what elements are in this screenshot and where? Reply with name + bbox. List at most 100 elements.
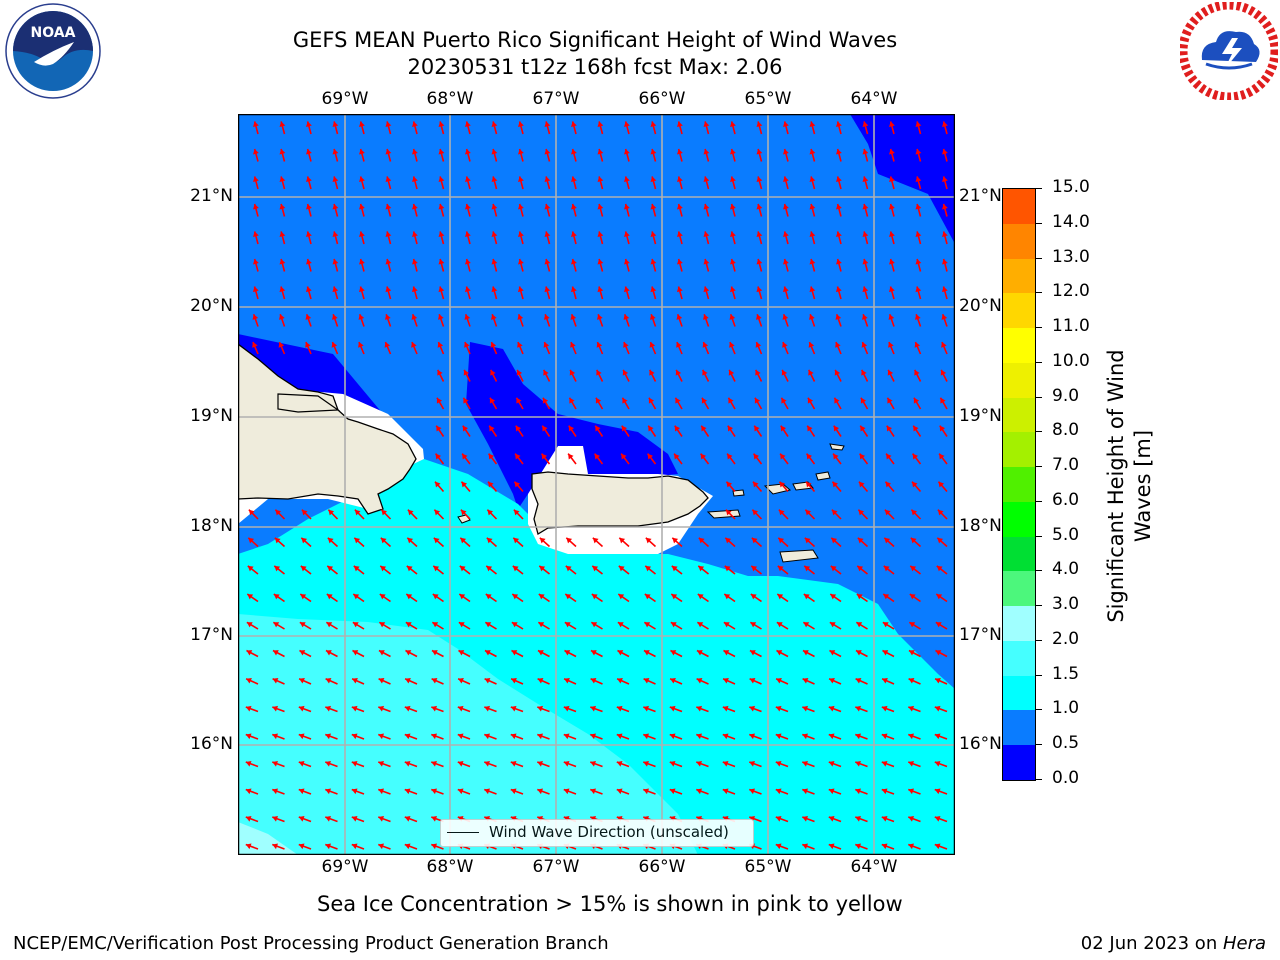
wave-direction-arrow [463,369,471,382]
arrow-head [701,397,708,404]
wave-direction-arrow [912,425,922,437]
wave-direction-arrow [305,341,312,355]
wave-direction-arrow [537,705,550,713]
wave-direction-arrow [384,341,392,355]
wave-direction-arrow [332,313,339,327]
arrow-head [830,565,837,572]
wave-direction-arrow [802,733,815,740]
arrow-head [860,425,866,432]
colorbar-tick-mark [1035,639,1042,641]
colorbar-tick-mark [1035,222,1042,224]
wave-direction-arrow [860,369,869,382]
arrow-head [306,121,312,128]
wave-direction-arrow [378,621,391,630]
arrow-head [404,788,411,795]
wave-direction-arrow [618,565,630,575]
arrow-head [940,397,946,404]
arrow-head [677,121,683,128]
wave-direction-arrow [378,815,391,823]
arrow-head [650,314,656,320]
wave-direction-arrow [279,148,286,162]
wave-direction-arrow [438,231,445,245]
arrow-head [332,231,339,238]
wave-direction-arrow [675,369,683,382]
wave-direction-arrow [908,705,921,713]
arrow-head [809,231,816,238]
wave-direction-arrow [881,815,895,823]
arrow-head [833,453,839,460]
arrow-head [908,760,915,767]
arrow-head [462,425,469,432]
arrow-head [862,203,869,210]
arrow-head [934,760,941,767]
wave-direction-arrow [856,593,868,603]
arrow-head [272,678,279,684]
arrow-head [776,622,783,628]
arrow-head [385,231,392,238]
arrow-head [617,678,623,684]
arrow-head [568,453,574,460]
arrow-head [485,594,492,600]
arrow-head [407,537,414,544]
arrow-head [378,650,385,656]
wave-direction-arrow [674,397,683,410]
wave-direction-arrow [809,258,816,272]
arrow-head [751,537,758,544]
arrow-head [435,453,442,460]
wave-direction-arrow [855,705,868,713]
wave-direction-arrow [597,231,604,245]
arrow-head [596,342,603,348]
wave-direction-arrow [510,705,524,713]
wave-direction-arrow [245,760,259,768]
wave-direction-arrow [699,453,710,465]
wave-direction-arrow [487,453,498,465]
arrow-head [248,537,255,544]
arrow-head [754,425,760,432]
arrow-head [431,705,438,712]
arrow-head [889,203,895,210]
arrow-head [624,258,630,265]
wave-direction-arrow [775,677,789,685]
arrow-head [517,286,524,293]
wave-direction-arrow [591,565,603,575]
wave-direction-arrow [934,760,948,768]
wave-direction-arrow [807,397,816,410]
arrow-head [272,650,279,656]
wave-direction-arrow [404,843,418,850]
lon-tick-bottom-64: 64°W [850,857,898,877]
arrow-head [889,148,895,155]
arrow-head [855,788,862,795]
wave-direction-arrow [306,258,312,272]
wave-direction-arrow [567,453,577,465]
arrow-head [783,176,789,183]
wave-direction-arrow [617,593,630,603]
arrow-head [624,121,630,128]
wave-direction-arrow [484,733,497,740]
wave-direction-arrow [404,760,418,768]
wave-direction-arrow [385,148,392,162]
arrow-head [722,705,729,712]
arrow-head [378,843,385,850]
arrow-head [728,369,735,376]
arrow-head [829,622,836,628]
wave-direction-arrow [756,258,763,272]
wave-direction-arrow [855,843,868,850]
wave-direction-arrow [703,231,710,245]
wave-direction-arrow [511,649,524,658]
wave-direction-arrow [677,231,683,245]
arrow-head [590,733,597,740]
arrow-head [805,481,812,488]
arrow-head [272,705,279,712]
arrow-head [783,258,789,265]
arrow-head [544,314,550,320]
arrow-head [908,650,915,656]
wave-direction-arrow [696,649,709,658]
arrow-head [882,678,888,684]
arrow-head [325,650,332,656]
wave-direction-arrow [862,286,869,300]
arrow-head [431,733,438,740]
arrow-head [670,622,677,628]
wave-direction-arrow [888,341,895,355]
arrow-head [253,121,259,128]
arrow-head [622,397,628,404]
